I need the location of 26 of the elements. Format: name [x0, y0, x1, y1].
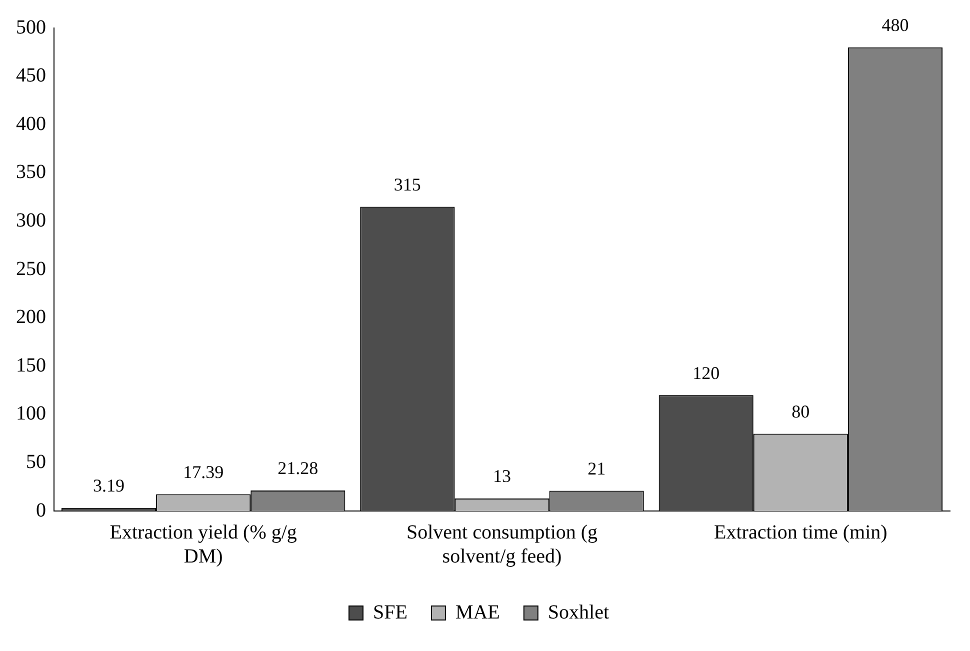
data-label: 315: [394, 174, 421, 194]
y-tick-label: 200: [16, 306, 46, 328]
y-tick-label: 350: [16, 161, 46, 184]
data-label: 480: [882, 15, 909, 36]
x-tick-label: Solvent consumption (g solvent/g feed): [406, 521, 598, 568]
data-label: 13: [493, 466, 511, 486]
y-tick-label: 150: [16, 354, 46, 376]
data-label: 21: [588, 458, 606, 478]
y-tick-label: 0: [36, 499, 46, 522]
y-tick-label: 400: [16, 112, 46, 135]
y-tick-label: 50: [26, 450, 46, 473]
data-label: 3.19: [93, 476, 125, 496]
x-tick-label: Extraction yield (% g/g DM): [110, 521, 297, 568]
y-tick-label: 100: [16, 402, 46, 425]
data-label: 120: [692, 362, 720, 383]
y-tick-label: 250: [16, 258, 46, 280]
y-tick-label: 500: [16, 16, 46, 38]
data-label: 21.28: [278, 458, 318, 478]
legend-label: Soxhlet: [548, 601, 610, 624]
x-tick-label: Extraction time (min): [714, 521, 888, 544]
legend-label: SFE: [372, 601, 408, 624]
data-label: 17.39: [183, 462, 224, 482]
legend-label: MAE: [455, 601, 500, 624]
data-label: 80: [792, 401, 810, 422]
y-tick-label: 450: [16, 64, 46, 87]
y-tick-label: 300: [16, 209, 46, 232]
